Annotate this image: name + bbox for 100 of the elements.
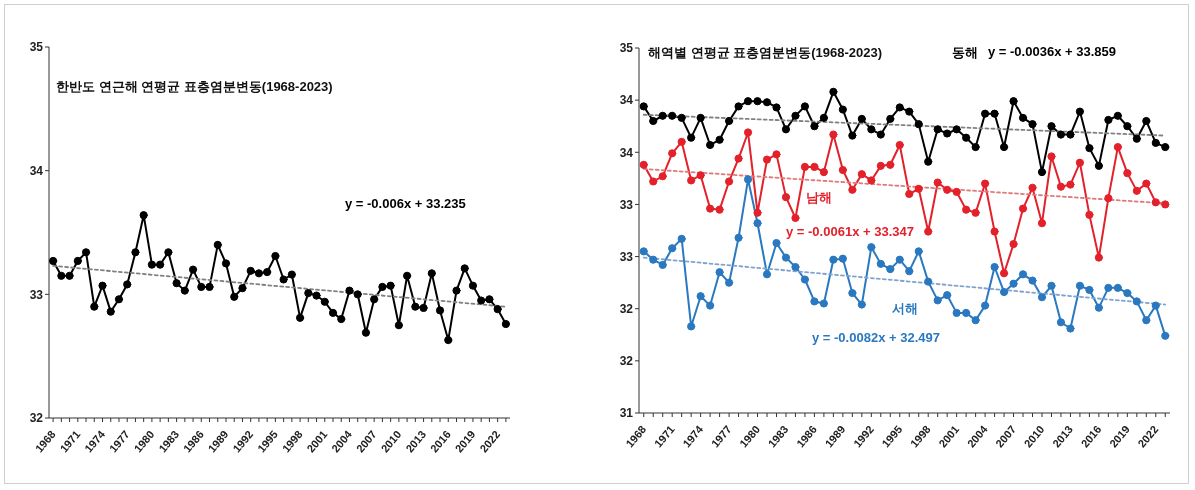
point [706, 204, 715, 213]
point [952, 187, 961, 197]
point [838, 105, 847, 114]
point [658, 260, 667, 270]
point [781, 253, 791, 262]
point [753, 208, 762, 217]
point [981, 109, 990, 118]
y-tick-label: 32 [29, 411, 44, 426]
y-tick-label: 34 [619, 93, 634, 108]
point [677, 113, 686, 122]
point [905, 189, 914, 199]
point [677, 234, 686, 243]
point [990, 109, 999, 118]
annotation: y = -0.006x + 33.235 [345, 196, 466, 211]
point [1085, 285, 1094, 295]
point [337, 314, 346, 324]
point [734, 233, 743, 242]
point [1009, 239, 1018, 249]
point [810, 162, 819, 171]
point [1075, 107, 1085, 116]
point [876, 161, 885, 170]
point [706, 140, 715, 150]
point [279, 275, 288, 284]
y-tick-label: 32 [619, 354, 634, 369]
point [924, 227, 933, 236]
point [819, 168, 828, 177]
point [263, 267, 272, 277]
point [1066, 130, 1075, 139]
point [999, 287, 1009, 297]
point [990, 262, 999, 272]
point [724, 177, 734, 186]
point [197, 282, 206, 292]
point [1028, 183, 1037, 192]
point [781, 193, 791, 202]
y-tick-label: 34 [29, 163, 44, 178]
point [895, 255, 904, 264]
point [1113, 142, 1122, 152]
point [895, 140, 904, 150]
point [639, 247, 648, 256]
point [848, 185, 857, 194]
point [271, 251, 280, 261]
point [999, 142, 1009, 152]
point [1104, 115, 1113, 125]
point [287, 270, 296, 279]
point [876, 259, 885, 268]
point [468, 281, 478, 290]
point [370, 295, 379, 304]
point [1085, 210, 1094, 219]
point [57, 271, 66, 280]
point [1123, 122, 1132, 131]
point [205, 282, 214, 292]
point [1075, 158, 1085, 167]
point [962, 308, 971, 317]
point [230, 292, 239, 301]
point [312, 291, 321, 300]
point [696, 113, 705, 122]
point [658, 172, 667, 181]
chart-title: 해역별 연평균 표층염분변동(1968-2023) [648, 44, 883, 62]
point [914, 184, 923, 193]
point [772, 150, 781, 159]
point [724, 278, 734, 287]
point [857, 114, 866, 124]
point [1037, 293, 1047, 302]
point [971, 142, 980, 152]
point [639, 160, 648, 169]
y-tick-label: 32 [619, 301, 634, 316]
point [791, 262, 800, 272]
point [649, 177, 658, 186]
point [403, 271, 412, 280]
point [180, 286, 189, 295]
point [1018, 113, 1028, 122]
point [743, 128, 753, 137]
point [715, 135, 724, 144]
point [1104, 283, 1113, 292]
point [106, 307, 115, 316]
point [753, 97, 762, 106]
y-tick-label: 35 [619, 41, 634, 56]
point [139, 211, 148, 220]
point [304, 289, 313, 298]
point [460, 264, 469, 273]
point [800, 162, 810, 171]
point [668, 149, 677, 158]
point [649, 255, 658, 264]
point [1161, 200, 1170, 209]
point [895, 103, 904, 112]
point [924, 157, 933, 166]
point [677, 137, 686, 146]
point [345, 286, 354, 295]
point [905, 107, 914, 116]
point [971, 208, 980, 217]
point [867, 243, 876, 252]
point [867, 125, 876, 134]
point [452, 286, 461, 295]
point [221, 259, 231, 268]
point [791, 111, 800, 120]
point [188, 265, 198, 274]
point [114, 295, 124, 304]
point [1151, 198, 1160, 207]
point [1009, 279, 1018, 288]
point [1151, 301, 1160, 310]
